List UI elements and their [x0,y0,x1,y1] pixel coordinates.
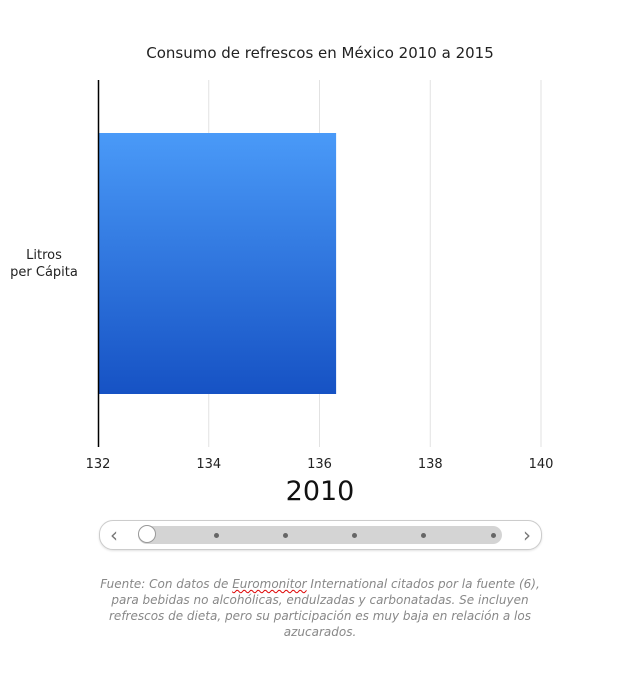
y-label-line: per Cápita [10,265,78,280]
slider-track[interactable] [138,525,502,544]
source-brand: Euromonitor [232,577,307,591]
bar[interactable] [98,133,337,394]
year-slider[interactable]: ‹ › [99,520,542,550]
x-tick-label: 134 [196,457,221,472]
slider-step-dot[interactable] [352,533,358,538]
source-note: Fuente: Con datos de Euromonitor Interna… [100,576,540,640]
y-axis-label: Litros per Cápita [0,247,88,281]
slider-step-dot[interactable] [213,533,219,538]
slider-step-dot[interactable] [421,533,427,538]
x-tick-label: 132 [86,457,111,472]
source-rest: International citados por la fuente (6),… [109,577,540,639]
chart-title: Consumo de refrescos en México 2010 a 20… [146,44,494,62]
x-tick-label: 136 [307,457,332,472]
chevron-left-icon[interactable]: ‹ [110,523,118,547]
source-prefix: Fuente: Con datos de [100,577,233,591]
x-tick-label: 140 [529,457,554,472]
slider-step-dot[interactable] [490,533,496,538]
plot-area: 132 134 136 138 140 [86,80,554,472]
slider-step-dot[interactable] [282,533,288,538]
slider-thumb[interactable] [138,525,156,543]
chevron-right-icon[interactable]: › [523,523,531,547]
current-year-label: 2010 [285,476,355,507]
x-tick-label: 138 [418,457,443,472]
y-label-line: Litros [26,248,62,263]
